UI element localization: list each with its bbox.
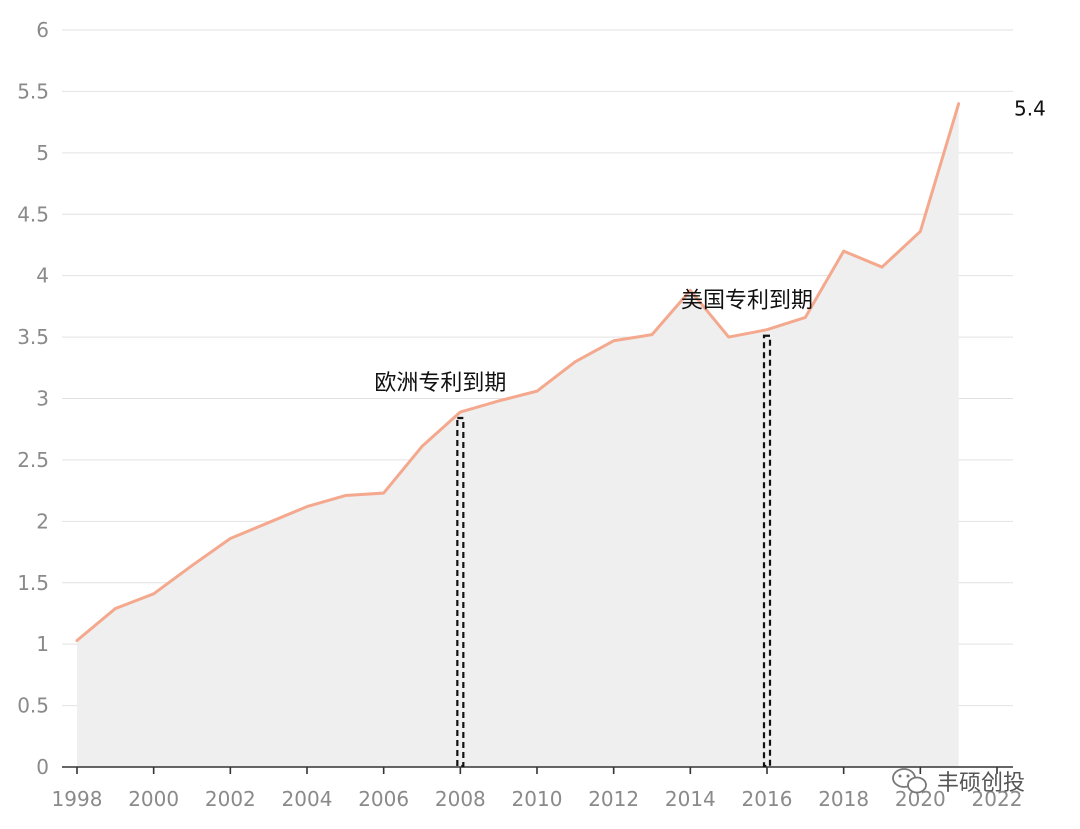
area-fill [77, 103, 959, 767]
x-axis-tick-labels: 1998 2000 2002 2004 2006 2008 2010 2012 2014 2016… [52, 787, 1023, 811]
y-tick-label: 1 [36, 632, 49, 656]
y-tick-label: 0 [36, 755, 49, 779]
annotation-label: 欧洲专利到期 [374, 371, 506, 396]
x-tick-label: 2000 [128, 787, 179, 811]
y-tick-label: 5 [36, 141, 49, 165]
x-tick-label: 2016 [742, 787, 793, 811]
patch-expiry-marker [456, 416, 465, 768]
x-tick-label: 2004 [282, 787, 333, 811]
area-layer [77, 103, 959, 767]
y-tick-label: 5.5 [17, 79, 49, 103]
x-tick-label: 1998 [52, 787, 103, 811]
x-tick-label: 2002 [205, 787, 256, 811]
annotation-label: 美国专利到期 [681, 289, 813, 314]
x-tick-label: 2006 [358, 787, 409, 811]
x-axis [62, 766, 1013, 774]
y-tick-label: 0.5 [17, 694, 49, 718]
annotations: 欧洲专利到期 美国专利到期 5.4 [374, 97, 1046, 768]
y-tick-label: 4 [36, 264, 49, 288]
y-tick-label: 3.5 [17, 325, 49, 349]
y-tick-label: 2 [36, 509, 49, 533]
watermark: 丰硕创投 [892, 768, 1025, 796]
patch-expiry-marker [762, 334, 772, 768]
x-tick-label: 2018 [818, 787, 869, 811]
y-tick-label: 1.5 [17, 571, 49, 595]
x-tick-label: 2010 [512, 787, 563, 811]
line-layer [75, 102, 961, 642]
y-tick-label: 4.5 [17, 202, 49, 226]
y-tick-label: 6 [36, 18, 49, 42]
end-value-label: 5.4 [1014, 97, 1046, 121]
series-line [75, 102, 961, 642]
x-tick-label: 2008 [435, 787, 486, 811]
x-tick-label: 2022 [972, 787, 1023, 811]
y-tick-label: 2.5 [17, 448, 49, 472]
y-axis-tick-labels: 0 0.5 1 1.5 2 2.5 3 3.5 4 4.5 5 5.5 6 [17, 18, 49, 779]
y-tick-label: 3 [36, 387, 49, 411]
wechat-icon [892, 768, 927, 794]
x-tick-label: 2014 [665, 787, 716, 811]
watermark-text: 丰硕创投 [937, 771, 1025, 796]
x-tick-label: 2012 [588, 787, 639, 811]
